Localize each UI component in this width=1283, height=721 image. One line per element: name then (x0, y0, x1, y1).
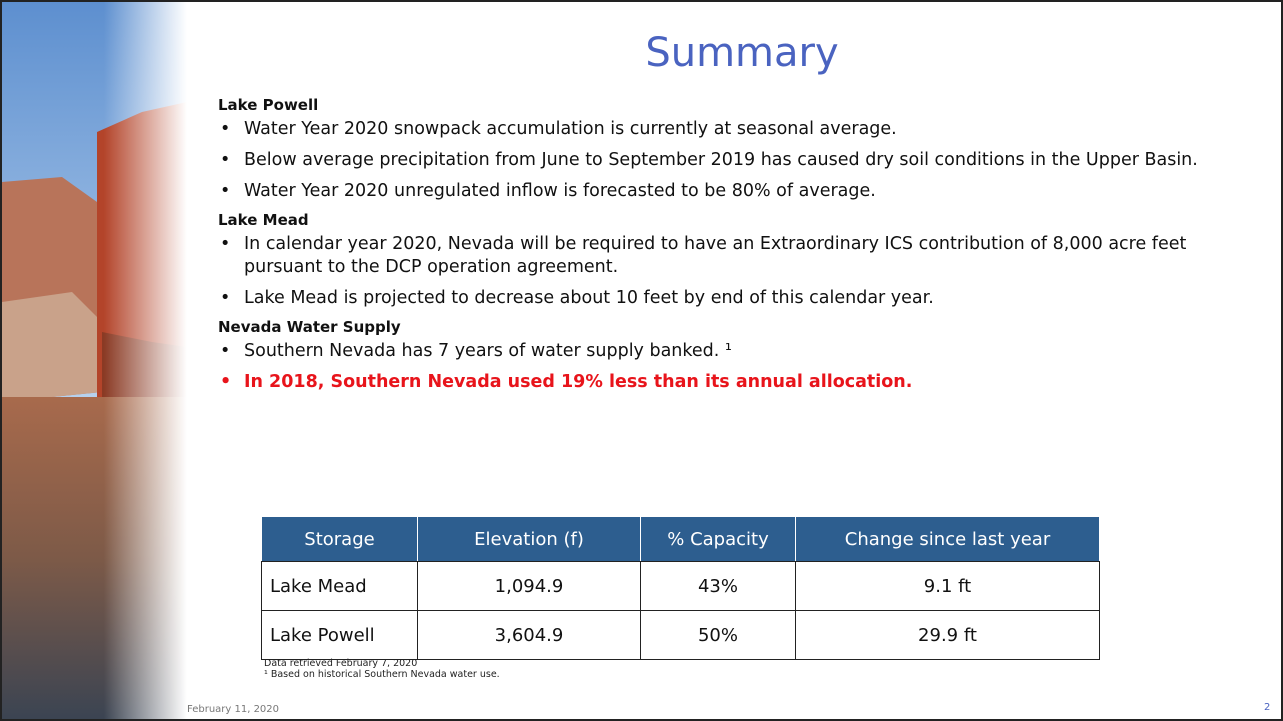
note: ¹ Based on historical Southern Nevada wa… (264, 669, 500, 680)
slide: Summary Lake Powell Water Year 2020 snowp… (0, 0, 1283, 721)
notes: Data retrieved February 7, 2020 ¹ Based … (264, 658, 500, 680)
table-cell: Lake Powell (262, 611, 418, 660)
bullet: Lake Mead is projected to decrease about… (218, 287, 1268, 310)
table-cell: 1,094.9 (418, 562, 641, 611)
table-cell: Lake Mead (262, 562, 418, 611)
table-cell: 29.9 ft (796, 611, 1100, 660)
section: Lake Mead In calendar year 2020, Nevada w… (218, 211, 1268, 310)
page-number: 2 (1264, 702, 1270, 713)
table-cell: 9.1 ft (796, 562, 1100, 611)
bullet-list: Southern Nevada has 7 years of water sup… (218, 340, 1268, 394)
section-heading: Lake Powell (218, 96, 1268, 114)
bullet: Southern Nevada has 7 years of water sup… (218, 340, 1268, 363)
section-heading: Lake Mead (218, 211, 1268, 229)
header-cell: Storage (262, 517, 418, 562)
header-cell: Elevation (f) (418, 517, 641, 562)
table-cell: 43% (641, 562, 796, 611)
note: Data retrieved February 7, 2020 (264, 658, 500, 669)
bullet: Water Year 2020 snowpack accumulation is… (218, 118, 1268, 141)
table-cell: 3,604.9 (418, 611, 641, 660)
canyon-photo (2, 2, 187, 719)
section-heading: Nevada Water Supply (218, 318, 1268, 336)
table-cell: 50% (641, 611, 796, 660)
slide-title: Summary (302, 30, 1182, 76)
page: Summary Lake Powell Water Year 2020 snowp… (0, 0, 1283, 721)
bullet: Below average precipitation from June to… (218, 149, 1268, 172)
header-cell: Change since last year (796, 517, 1100, 562)
slide-body: Lake Powell Water Year 2020 snowpack accu… (218, 90, 1268, 402)
section: Lake Powell Water Year 2020 snowpack accu… (218, 96, 1268, 203)
bullet: In calendar year 2020, Nevada will be re… (218, 233, 1268, 279)
bullet-list: Water Year 2020 snowpack accumulation is… (218, 118, 1268, 203)
header-cell: % Capacity (641, 517, 796, 562)
bullet: In 2018, Southern Nevada used 19% less t… (218, 371, 1268, 394)
bullet-list: In calendar year 2020, Nevada will be re… (218, 233, 1268, 310)
bullet: Water Year 2020 unregulated inflow is fo… (218, 180, 1268, 203)
footer-date: February 11, 2020 (187, 704, 279, 715)
section: Nevada Water Supply Southern Nevada has 7… (218, 318, 1268, 394)
